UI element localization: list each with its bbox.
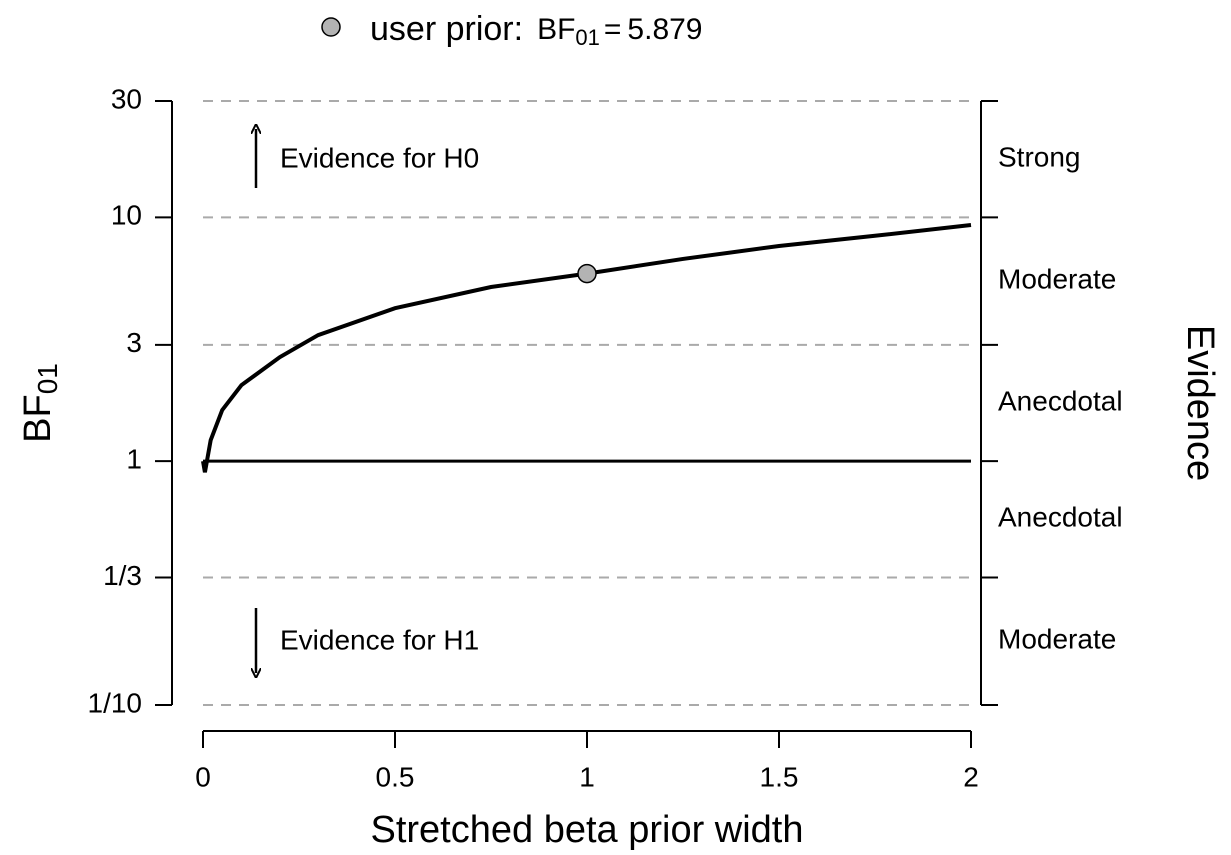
y-tick-label: 1 bbox=[126, 444, 142, 475]
legend-name: user prior: bbox=[370, 10, 523, 48]
y-tick-label: 30 bbox=[111, 83, 142, 114]
evidence-label: Anecdotal bbox=[998, 502, 1123, 533]
x-tick-label: 1.5 bbox=[760, 761, 799, 792]
curve bbox=[201, 223, 972, 473]
legend-marker bbox=[321, 17, 341, 37]
x-tick-label: 0 bbox=[195, 761, 211, 792]
legend-stat: BF bbox=[537, 13, 575, 46]
x-axis-label: Stretched beta prior width bbox=[370, 809, 803, 851]
evidence-label: Moderate bbox=[998, 263, 1116, 294]
y-axis-label-subscript: 01 bbox=[32, 363, 63, 394]
y-axis-label: BF01 bbox=[17, 363, 63, 443]
legend-text: user prior: BF01 = 5.879 bbox=[370, 10, 703, 50]
annotation: Evidence for H1 bbox=[280, 624, 479, 655]
legend: user prior: BF01 = 5.879 bbox=[321, 10, 703, 50]
y-tick-label: 10 bbox=[111, 200, 142, 231]
evidence-label: Strong bbox=[998, 142, 1081, 173]
y-axis-label-main: BF bbox=[17, 394, 59, 443]
y-tick-label: 1/10 bbox=[88, 687, 143, 718]
evidence-label: Anecdotal bbox=[998, 385, 1123, 416]
y-tick-label: 3 bbox=[126, 327, 142, 358]
annotation: Evidence for H0 bbox=[280, 142, 479, 173]
x-tick-label: 0.5 bbox=[376, 761, 415, 792]
evidence-label: Moderate bbox=[998, 624, 1116, 655]
legend-value: 5.879 bbox=[627, 13, 702, 46]
legend-relation: = bbox=[604, 13, 622, 46]
y-tick-label: 1/3 bbox=[103, 560, 142, 591]
right-axis-label: Evidence bbox=[1179, 325, 1221, 481]
x-tick-label: 2 bbox=[963, 761, 979, 792]
legend-stat-subscript: 01 bbox=[575, 25, 599, 50]
user-prior-point bbox=[577, 263, 597, 284]
x-tick-label: 1 bbox=[579, 761, 595, 792]
